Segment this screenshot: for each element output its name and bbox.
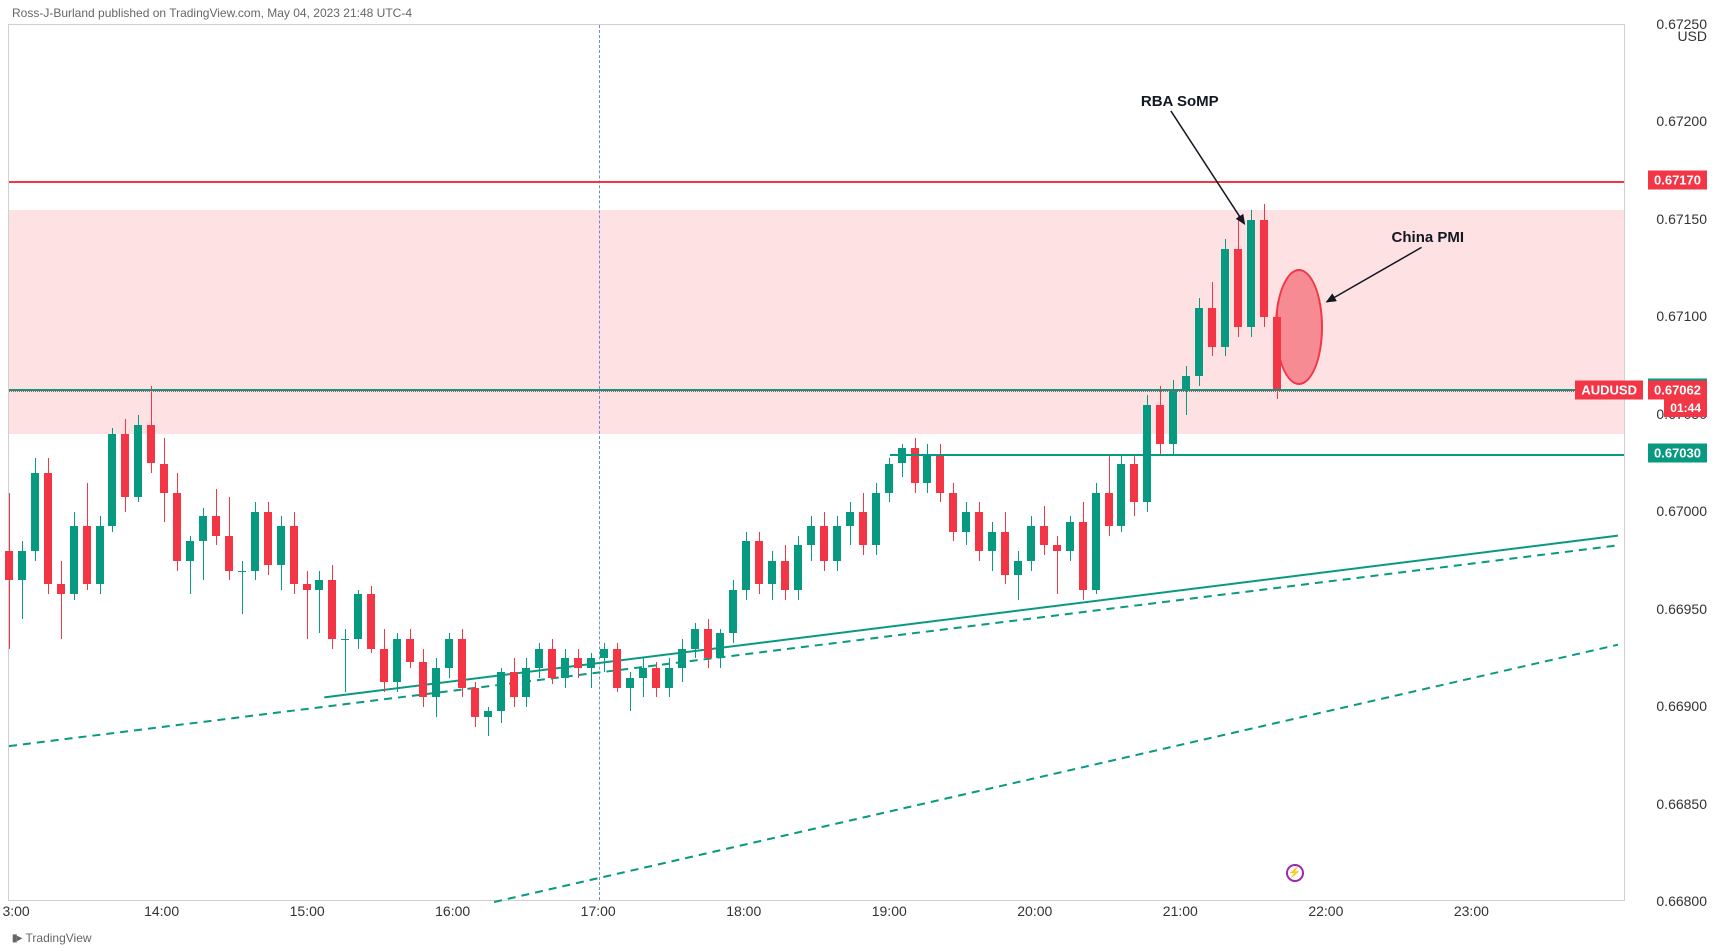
x-tick-label: 21:00 bbox=[1163, 903, 1198, 919]
y-tick-label: 0.66950 bbox=[1656, 601, 1707, 617]
x-tick-label: 19:00 bbox=[872, 903, 907, 919]
x-tick-label: 15:00 bbox=[290, 903, 325, 919]
brand-label: TradingView bbox=[26, 931, 92, 945]
y-tick-label: 0.66800 bbox=[1656, 893, 1707, 909]
y-tick-label: 0.66900 bbox=[1656, 698, 1707, 714]
x-tick-label: 23:00 bbox=[1454, 903, 1489, 919]
y-tick-label: 0.67250 bbox=[1656, 16, 1707, 32]
price-tag: 0.67030 bbox=[1648, 443, 1707, 462]
annotation-arrows bbox=[9, 25, 1626, 902]
x-tick-label: 20:00 bbox=[1017, 903, 1052, 919]
y-tick-label: 0.67000 bbox=[1656, 503, 1707, 519]
x-axis: 3:0014:0015:0016:0017:0018:0019:0020:002… bbox=[8, 901, 1625, 921]
y-tick-label: 0.67150 bbox=[1656, 211, 1707, 227]
x-tick-label: 3:00 bbox=[2, 903, 29, 919]
y-tick-label: 0.67200 bbox=[1656, 113, 1707, 129]
x-tick-label: 17:00 bbox=[581, 903, 616, 919]
y-tick-label: 0.67100 bbox=[1656, 308, 1707, 324]
price-tag: 0.67170 bbox=[1648, 170, 1707, 189]
y-axis: 0.672500.672000.671500.671000.670500.670… bbox=[1627, 24, 1707, 901]
footer-brand: ▮▸ TradingView bbox=[12, 931, 92, 945]
x-tick-label: 16:00 bbox=[435, 903, 470, 919]
attribution-text: Ross-J-Burland published on TradingView.… bbox=[12, 6, 412, 20]
y-tick-label: 0.66850 bbox=[1656, 796, 1707, 812]
countdown-timer: 01:44 bbox=[1664, 399, 1707, 417]
chart-area[interactable]: RBA SoMPChina PMI⚡ bbox=[8, 24, 1625, 901]
event-icon[interactable]: ⚡ bbox=[1286, 864, 1304, 882]
x-tick-label: 22:00 bbox=[1308, 903, 1343, 919]
symbol-tag: AUDUSD bbox=[1575, 381, 1643, 400]
x-tick-label: 18:00 bbox=[726, 903, 761, 919]
tradingview-logo-icon: ▮▸ bbox=[12, 933, 22, 944]
x-tick-label: 14:00 bbox=[144, 903, 179, 919]
price-tag: 0.67062 bbox=[1648, 381, 1707, 400]
